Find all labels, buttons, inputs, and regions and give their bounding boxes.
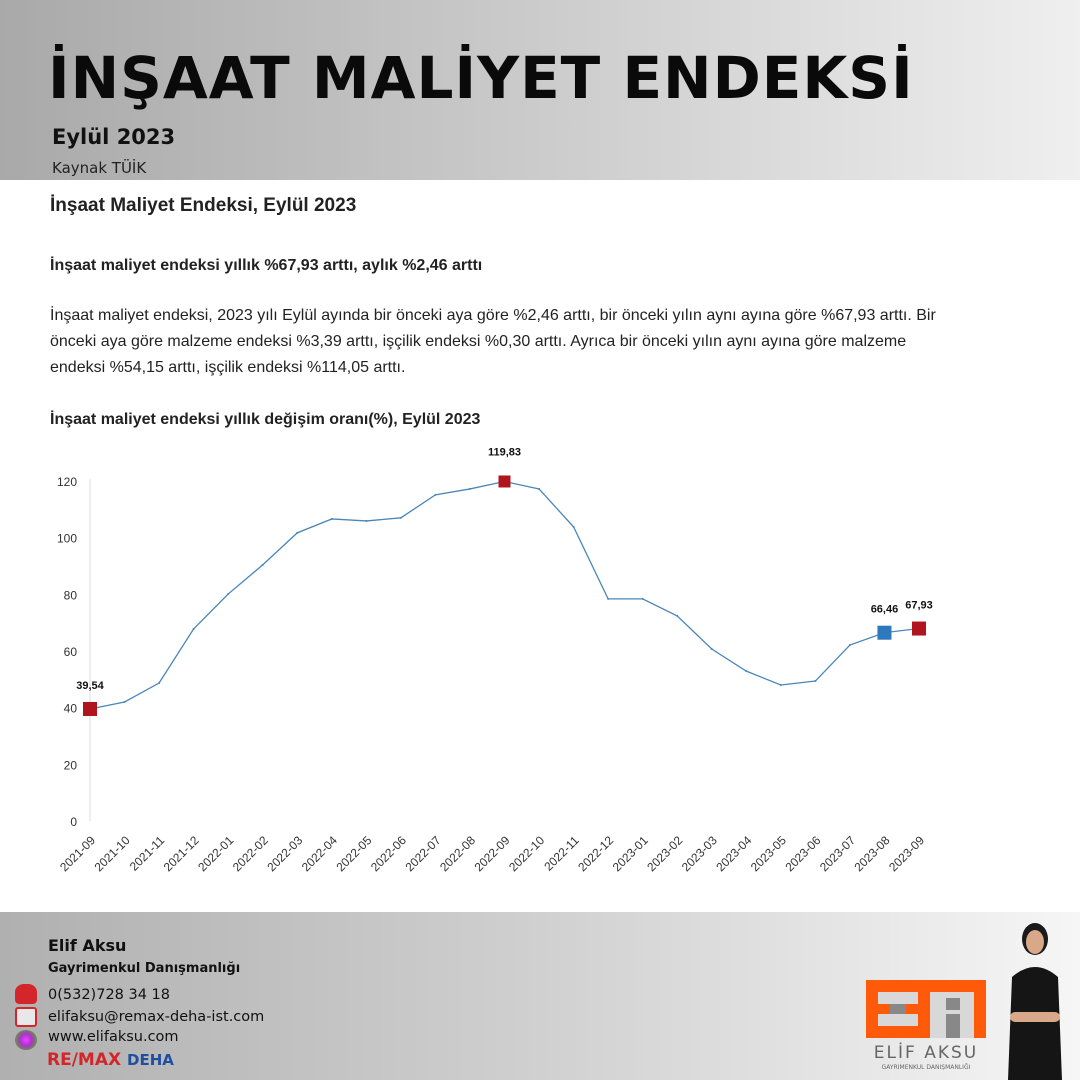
data-point [468,487,471,490]
data-point [641,597,644,600]
data-point [365,519,368,522]
data-point [779,684,782,686]
x-tick-label: 2022-03 [264,833,305,874]
article-paragraph: İnşaat maliyet endeksi, 2023 yılı Eylül … [50,307,936,376]
data-point [710,648,713,651]
x-tick-label: 2022-11 [541,833,582,874]
x-tick-label: 2021-11 [127,833,168,874]
data-label: 39,54 [76,680,104,692]
globe-icon [15,1030,37,1050]
phone-number[interactable]: 0(532)728 34 18 [48,987,171,1003]
agent-role: Gayrimenkul Danışmanlığı [48,961,241,976]
x-tick-label: 2021-10 [92,833,133,874]
data-point [572,525,575,528]
x-tick-label: 2022-05 [333,833,374,874]
x-tick-label: 2023-02 [644,833,685,874]
phone-icon [15,984,37,1004]
series-line [89,480,920,710]
data-point [538,487,541,490]
x-tick-label: 2023-04 [713,833,754,874]
x-tick-label: 2022-02 [230,833,271,874]
email-link[interactable]: elifaksu@remax-deha-ist.com [48,1009,265,1025]
y-tick-label: 20 [64,758,78,772]
data-point [607,597,610,600]
page-title: İNŞAAT MALİYET ENDEKSİ [48,44,914,112]
data-label: 67,93 [905,600,933,612]
agent-photo [1000,917,1070,1080]
article-heading: İnşaat Maliyet Endeksi, Eylül 2023 [50,195,357,216]
article-subheading: İnşaat maliyet endeksi yıllık %67,93 art… [50,257,483,274]
data-point [227,593,230,596]
data-label: 119,83 [488,446,521,458]
x-tick-label: 2022-06 [368,833,409,874]
data-point [158,682,161,685]
data-point [676,614,679,617]
x-tick-label: 2023-07 [817,833,858,874]
page-subtitle: Eylül 2023 [52,125,176,149]
data-point [399,516,402,519]
x-tick-label: 2023-08 [852,833,893,874]
x-tick-label: 2023-09 [886,833,927,874]
data-point [848,644,851,647]
x-tick-label: 2023-06 [782,833,823,874]
y-tick-label: 100 [57,532,77,546]
footer: Elif Aksu Gayrimenkul Danışmanlığı 0(532… [0,912,1080,1080]
x-tick-label: 2023-03 [679,833,720,874]
highlight-marker [83,701,97,716]
article: İnşaat Maliyet Endeksi, Eylül 2023 İnşaa… [50,195,950,429]
data-point [296,531,299,534]
remax-logo: RE/MAX DEHA [47,1050,174,1070]
svg-text:ELİF AKSU: ELİF AKSU [874,1042,978,1063]
x-tick-label: 2021-09 [57,833,98,874]
svg-text:GAYRIMENKUL DANIŞMANLIĞI: GAYRIMENKUL DANIŞMANLIĞI [882,1064,971,1070]
x-tick-label: 2022-10 [506,833,547,874]
email-icon [15,1007,37,1027]
data-point [814,680,817,683]
data-point [192,627,195,630]
website-link[interactable]: www.elifaksu.com [48,1029,179,1045]
data-point [745,670,748,673]
data-point [261,563,264,566]
y-tick-label: 120 [57,475,77,489]
highlight-marker [498,475,511,488]
elif-aksu-logo: ELİF AKSU GAYRIMENKUL DANIŞMANLIĞI [866,980,986,1075]
x-tick-label: 2022-09 [472,833,513,874]
x-tick-label: 2022-12 [575,833,616,874]
data-point [123,701,126,703]
y-tick-label: 60 [64,645,78,659]
x-tick-label: 2021-12 [161,833,202,874]
x-tick-label: 2022-07 [402,833,443,874]
line-chart: 0 20 40 60 80 100 120 2021-092021-102021-112021… [57,446,933,874]
highlight-marker [912,621,926,636]
x-tick-label: 2022-08 [437,833,478,874]
data-label: 66,46 [871,604,899,616]
x-tick-label: 2022-04 [299,833,340,874]
chart-title: İnşaat maliyet endeksi yıllık değişim or… [50,411,481,428]
data-point [434,493,437,496]
header: İNŞAAT MALİYET ENDEKSİ Eylül 2023 Kaynak… [0,0,1080,180]
y-tick-label: 80 [64,588,78,602]
x-tick-label: 2022-01 [195,833,236,874]
data-point [330,517,333,520]
x-tick-label: 2023-01 [610,833,651,874]
agent-name: Elif Aksu [48,936,127,955]
y-tick-label: 0 [70,815,77,829]
ea-monogram-icon: ELİF AKSU GAYRIMENKUL DANIŞMANLIĞI [866,980,986,1071]
highlight-marker [877,625,892,640]
y-tick-label: 40 [64,702,78,716]
x-tick-label: 2023-05 [748,833,789,874]
source-label: Kaynak TÜİK [52,159,147,177]
